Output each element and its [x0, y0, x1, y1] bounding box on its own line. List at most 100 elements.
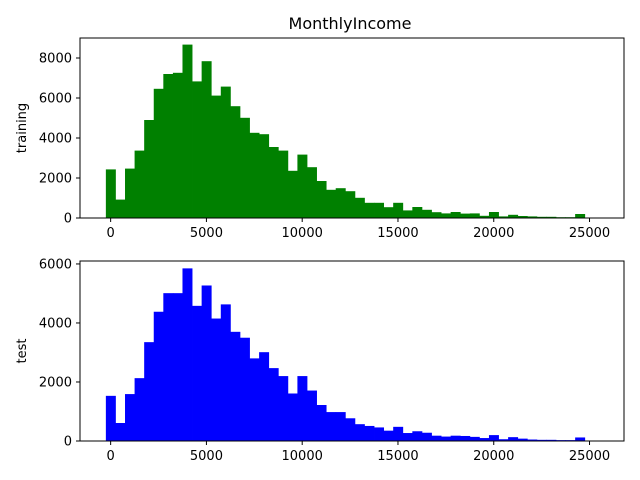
histogram-bar [316, 181, 327, 218]
histogram-bars [105, 44, 586, 219]
histogram-panel-training: 0 5000 10000 15000 20000 25000 0 2000 4000 6000 80… [15, 37, 625, 241]
histogram-bar [192, 81, 203, 219]
histogram-bar [517, 216, 528, 218]
histogram-bar [479, 438, 490, 441]
histogram-bar [182, 268, 193, 441]
histogram-bar [354, 197, 365, 218]
histogram-bar [287, 170, 298, 218]
histogram-bar [450, 435, 461, 441]
histogram-bar [364, 202, 375, 218]
histogram-bar [536, 439, 547, 441]
histogram-bar [134, 150, 145, 218]
histogram-bar [498, 439, 509, 441]
histogram-bar [488, 435, 499, 441]
y-tick-label: 2000 [39, 375, 72, 390]
histogram-bar [479, 215, 490, 218]
histogram-bar [201, 61, 212, 219]
histogram-bar [546, 216, 557, 218]
histogram-bar [297, 376, 308, 441]
histogram-bar [508, 437, 519, 441]
x-tick-label: 25000 [569, 449, 610, 464]
histogram-bar [383, 430, 394, 441]
histogram-bar [527, 439, 538, 441]
histogram-bar [297, 154, 308, 218]
histogram-bar [287, 393, 298, 441]
histogram-bar [220, 304, 231, 441]
histogram-bar [326, 189, 337, 218]
x-tick-label: 0 [107, 226, 115, 241]
x-tick-label: 10000 [282, 449, 323, 464]
histogram-bar [393, 426, 404, 441]
histogram-bar [230, 106, 241, 218]
histogram-bar [134, 378, 145, 441]
histogram-bar [469, 213, 480, 218]
histogram-bar [239, 337, 250, 441]
histogram-bar [125, 168, 135, 218]
histogram-bar [345, 418, 356, 441]
y-tick-label: 4000 [39, 132, 72, 147]
histogram-bar [498, 216, 509, 218]
histogram-bar [335, 188, 346, 218]
histogram-bar [546, 439, 557, 441]
x-tick-label: 5000 [190, 226, 223, 241]
axes-frame [79, 260, 625, 442]
histogram-bar [115, 199, 126, 218]
histogram-bar [450, 212, 461, 218]
histogram-bar [172, 72, 183, 218]
histogram-bar [575, 437, 586, 441]
histogram-bar [259, 134, 270, 218]
histogram-bar [163, 74, 174, 218]
histogram-bar [268, 368, 279, 441]
histogram-bar [441, 436, 452, 441]
x-tick-label: 0 [107, 449, 115, 464]
histogram-bar [374, 202, 385, 218]
histogram-bar [383, 207, 394, 218]
x-tick-label: 15000 [377, 226, 418, 241]
histogram-bar [374, 427, 385, 441]
histogram-bar [527, 216, 538, 218]
histogram-bar [412, 431, 423, 441]
x-tick-label: 20000 [473, 226, 514, 241]
histogram-bar [536, 216, 547, 218]
histogram-bars [105, 268, 586, 441]
histogram-bar [249, 358, 260, 441]
histogram-bar [163, 293, 174, 441]
histogram-bar [393, 202, 404, 218]
figure-title: MonthlyIncome [289, 14, 412, 33]
x-tick-label: 5000 [190, 449, 223, 464]
histogram-bar [211, 95, 222, 218]
x-tick-label: 15000 [377, 449, 418, 464]
histogram-bar [220, 86, 231, 218]
y-tick-label: 4000 [39, 316, 72, 331]
y-tick-label: 8000 [39, 52, 72, 67]
x-tick-label: 10000 [282, 226, 323, 241]
histogram-bar [306, 390, 317, 441]
histogram-bar [306, 167, 317, 218]
histogram-bar [268, 147, 279, 218]
x-tick-label: 25000 [569, 226, 610, 241]
histogram-bar [431, 435, 442, 441]
histogram-bar [153, 311, 164, 441]
histogram-bar [508, 214, 519, 218]
histogram-bar [488, 212, 499, 218]
x-tick-label: 20000 [473, 449, 514, 464]
histogram-bar [211, 318, 222, 441]
histogram-bar [345, 191, 356, 218]
histogram-panel-test: 0 5000 10000 15000 20000 25000 0 2000 4000 6000 te… [15, 257, 625, 464]
histogram-bar [460, 213, 471, 218]
histogram-bar [460, 435, 471, 441]
histogram-bar [105, 395, 116, 441]
histogram-bar [230, 331, 241, 441]
histogram-bar [192, 305, 203, 441]
y-axis-label: training [15, 103, 30, 153]
histogram-bar [421, 209, 432, 218]
histogram-bar [278, 376, 289, 441]
histogram-bar [201, 285, 212, 441]
y-tick-label: 6000 [39, 257, 72, 272]
histogram-bar [115, 423, 126, 441]
histogram-bar [431, 212, 442, 218]
y-tick-label: 6000 [39, 92, 72, 107]
histogram-bar [105, 169, 116, 218]
histogram-bar [364, 425, 375, 441]
